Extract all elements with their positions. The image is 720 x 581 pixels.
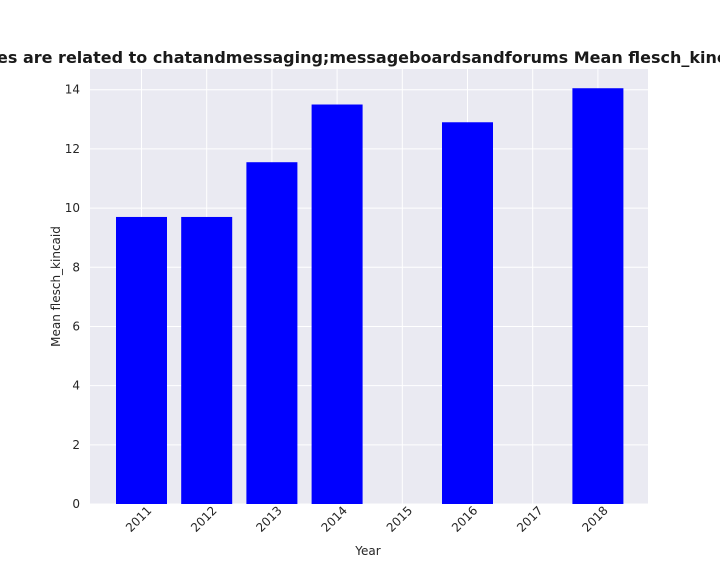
x-tick-label: 2014 [319, 503, 350, 534]
bar-2018 [572, 88, 624, 505]
plot-area [90, 69, 648, 504]
bar-2014 [311, 104, 363, 505]
x-axis-label: Year [354, 544, 380, 558]
bar-2013 [246, 162, 298, 504]
y-axis-label: Mean flesch_kincaid [49, 226, 63, 347]
y-tick-label: 10 [65, 201, 80, 215]
x-axis-ticks: 2011 2012 2013 2014 2015 2016 2017 2018 [123, 503, 611, 534]
x-tick-label: 2015 [384, 503, 415, 534]
y-tick-label: 0 [72, 497, 80, 511]
y-tick-label: 14 [65, 83, 80, 97]
x-tick-label: 2013 [253, 503, 284, 534]
y-tick-label: 6 [72, 319, 80, 333]
x-tick-label: 2017 [514, 503, 545, 534]
y-tick-label: 2 [72, 438, 80, 452]
y-tick-label: 12 [65, 142, 80, 156]
x-tick-label: 2018 [579, 503, 610, 534]
bar-2016 [442, 122, 493, 504]
y-axis-ticks: 0 2 4 6 8 10 12 14 [65, 83, 80, 511]
bars [116, 88, 624, 505]
y-tick-label: 4 [72, 379, 80, 393]
chart-title: es are related to chatandmessaging;messa… [0, 48, 720, 67]
x-tick-label: 2011 [123, 503, 154, 534]
y-tick-label: 8 [72, 260, 80, 274]
x-tick-label: 2016 [449, 503, 480, 534]
x-tick-label: 2012 [188, 503, 219, 534]
bar-2012 [181, 216, 233, 505]
bar-2011 [116, 216, 167, 505]
